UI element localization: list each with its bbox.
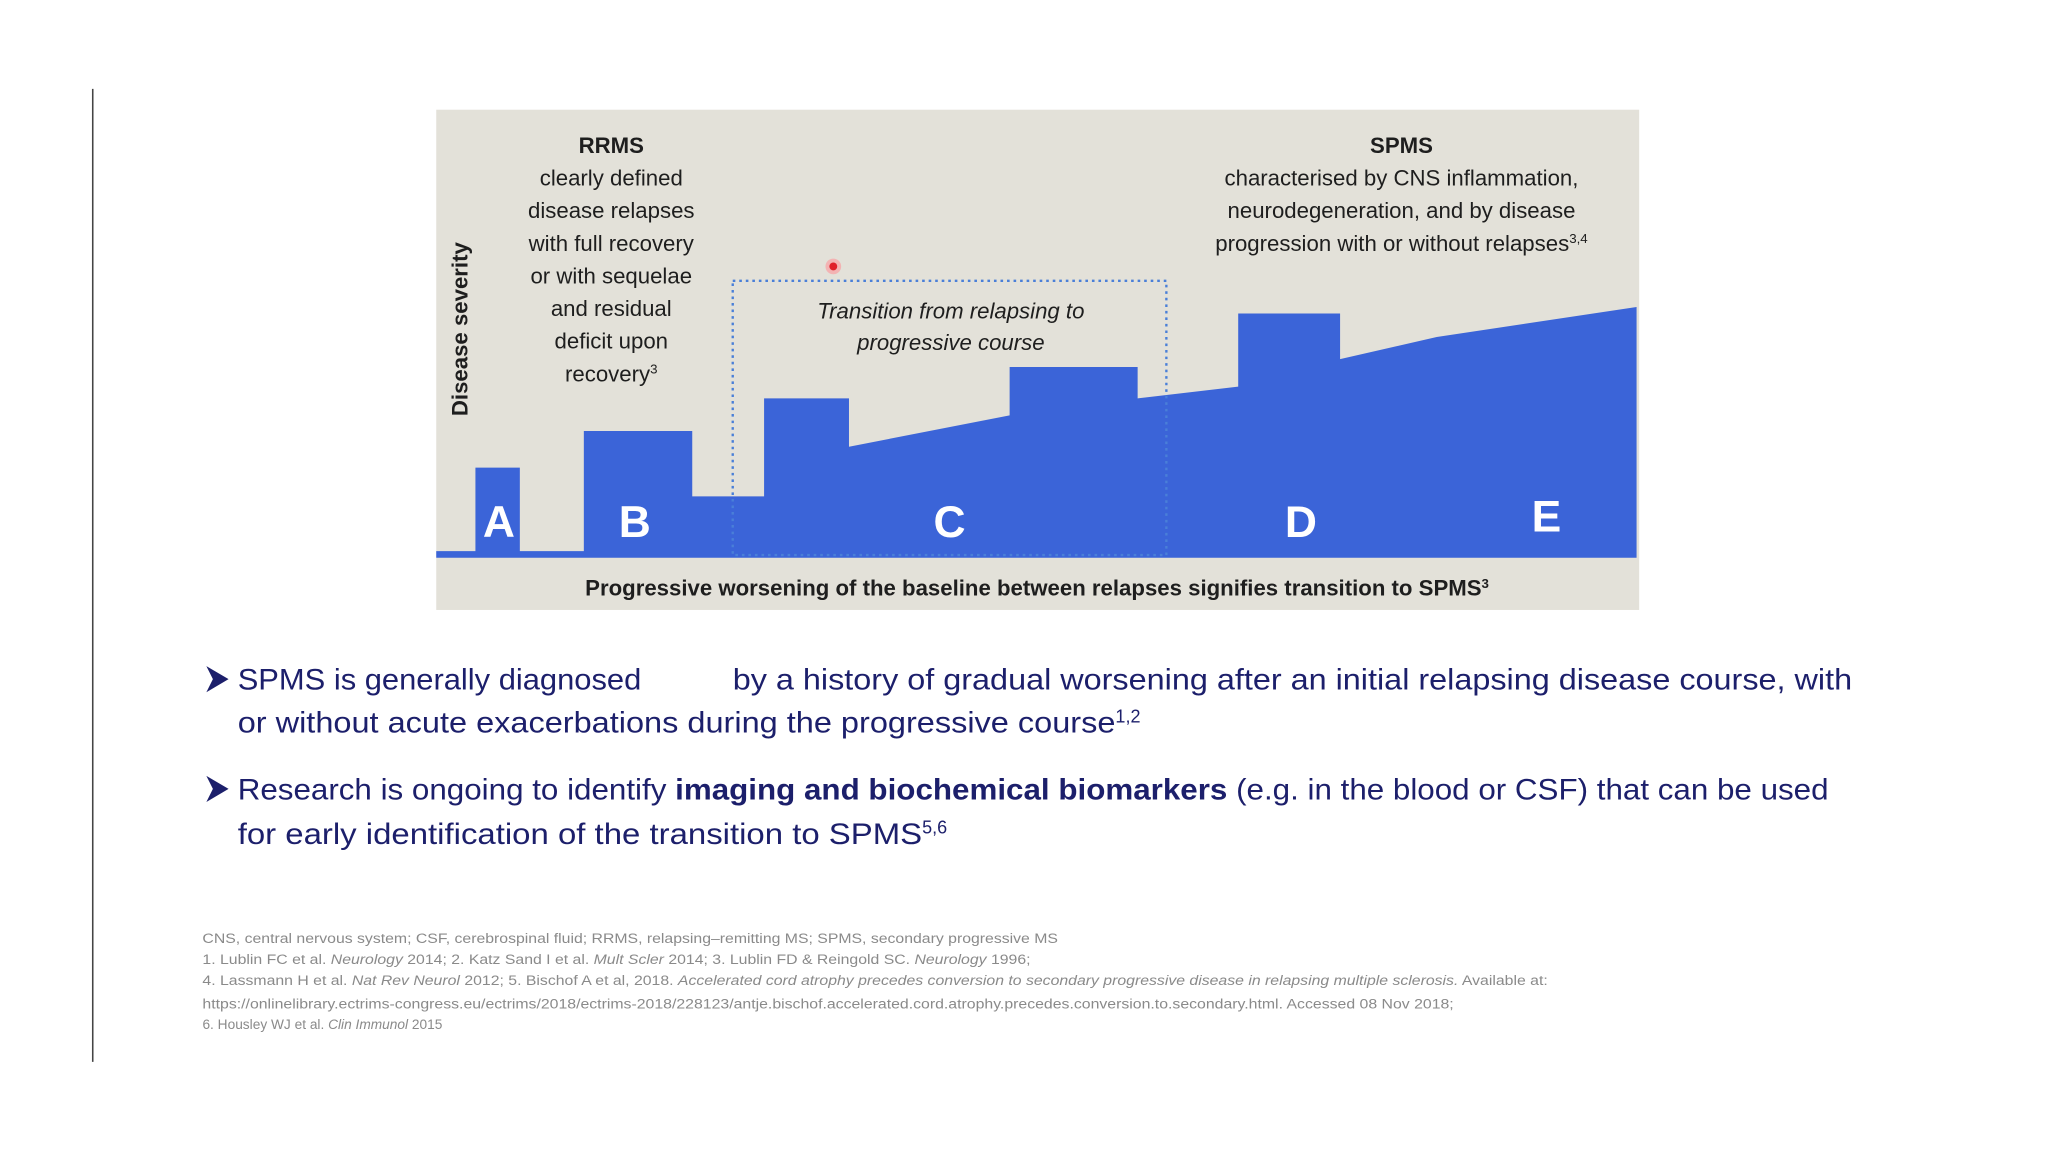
rrms-line: clearly defined bbox=[540, 165, 683, 190]
rrms-line: recovery3 bbox=[565, 361, 657, 386]
footnote-part: Accelerated cord atrophy precedes conver… bbox=[677, 973, 1459, 988]
caption: Progressive worsening of the baseline be… bbox=[585, 576, 1489, 601]
bullet-arrow bbox=[206, 775, 229, 802]
severity-shape bbox=[436, 306, 1637, 558]
footnote: 1. Lublin FC et al. Neurology 2014; 2. K… bbox=[202, 952, 1030, 967]
footnote-part: Mult Scler bbox=[594, 952, 666, 967]
phase-label: C bbox=[934, 498, 966, 547]
rrms-line: or with sequelae bbox=[530, 263, 692, 288]
footnote-part: 4. Lassmann H et al. bbox=[202, 973, 351, 988]
bullet-bold: imaging and biochemical biomarkers bbox=[675, 773, 1227, 806]
bullet-text: for early identification of the transiti… bbox=[238, 817, 947, 850]
superscript: 3 bbox=[650, 362, 657, 377]
bullet-text: SPMS is generally diagnosed bbox=[238, 664, 642, 697]
spms-line: progression with or without relapses bbox=[1215, 231, 1569, 256]
phase-label: B bbox=[619, 498, 651, 547]
spms-line: progression with or without relapses3,4 bbox=[1215, 231, 1588, 256]
rrms-title: RRMS bbox=[579, 133, 644, 158]
superscript: 3 bbox=[1482, 576, 1489, 591]
footnote-part: 1. Lublin FC et al. bbox=[202, 952, 330, 967]
footnote-part: 6. Housley WJ et al. bbox=[202, 1017, 328, 1032]
cursor-dot bbox=[829, 262, 838, 271]
spms-line: neurodegeneration, and by disease bbox=[1228, 198, 1576, 223]
footnote-part: Nat Rev Neurol bbox=[352, 973, 461, 988]
transition-box bbox=[731, 279, 1168, 557]
rrms-line: recovery bbox=[565, 361, 651, 386]
rrms-line: and residual bbox=[551, 296, 672, 321]
footnote: https://onlinelibrary.ectrims-congress.e… bbox=[202, 996, 1453, 1011]
spms-title: SPMS bbox=[1370, 133, 1433, 158]
transition-label: progressive course bbox=[856, 330, 1044, 355]
footnote-part: Neurology bbox=[331, 952, 404, 967]
bullet-text: (e.g. in the blood or CSF) that can be u… bbox=[1227, 773, 1828, 806]
bullet-text: Research is ongoing to identify imaging … bbox=[238, 773, 1829, 806]
caption-text: Progressive worsening of the baseline be… bbox=[585, 576, 1481, 601]
footnote-part: 2014; 3. Lublin FD & Reingold SC. bbox=[664, 952, 915, 967]
footnote-part: Available at: bbox=[1458, 973, 1547, 988]
bullet-arrow bbox=[206, 666, 229, 693]
footnote-part: Neurology bbox=[914, 952, 987, 967]
bullet-text: by a history of gradual worsening after … bbox=[733, 664, 1852, 697]
superscript: 1,2 bbox=[1115, 706, 1140, 726]
phase-label: D bbox=[1285, 498, 1317, 547]
bullet-text: for early identification of the transiti… bbox=[238, 818, 922, 851]
rrms-line: with full recovery bbox=[528, 231, 695, 256]
superscript: 5,6 bbox=[922, 817, 947, 837]
rrms-line: disease relapses bbox=[528, 198, 695, 223]
phase-label: E bbox=[1532, 493, 1562, 542]
footnote-part: 2015 bbox=[408, 1017, 443, 1032]
footnote: 4. Lassmann H et al. Nat Rev Neurol 2012… bbox=[202, 973, 1547, 988]
footnote: 6. Housley WJ et al. Clin Immunol 2015 bbox=[202, 1017, 442, 1032]
footnote-part: Clin Immunol bbox=[328, 1017, 409, 1032]
footnote-part: 2014; 2. Katz Sand I et al. bbox=[403, 952, 594, 967]
transition-label: Transition from relapsing to bbox=[817, 299, 1084, 324]
bullet-text: Research is ongoing to identify bbox=[238, 773, 675, 806]
footnote-part: 2012; 5. Bischof A et al, 2018. bbox=[460, 973, 678, 988]
phase-label: A bbox=[483, 498, 515, 547]
rrms-line: deficit upon bbox=[555, 329, 668, 354]
phase-labels: A B C D E bbox=[483, 493, 1561, 547]
footnote: CNS, central nervous system; CSF, cerebr… bbox=[202, 931, 1058, 946]
y-axis-label: Disease severity bbox=[448, 242, 473, 417]
spms-line: characterised by CNS inflammation, bbox=[1225, 165, 1579, 190]
superscript: 3,4 bbox=[1569, 231, 1588, 246]
footnote-part: 1996; bbox=[987, 952, 1031, 967]
bullet-text: or without acute exacerbations during th… bbox=[238, 707, 1116, 740]
bullet-text: or without acute exacerbations during th… bbox=[238, 706, 1141, 739]
